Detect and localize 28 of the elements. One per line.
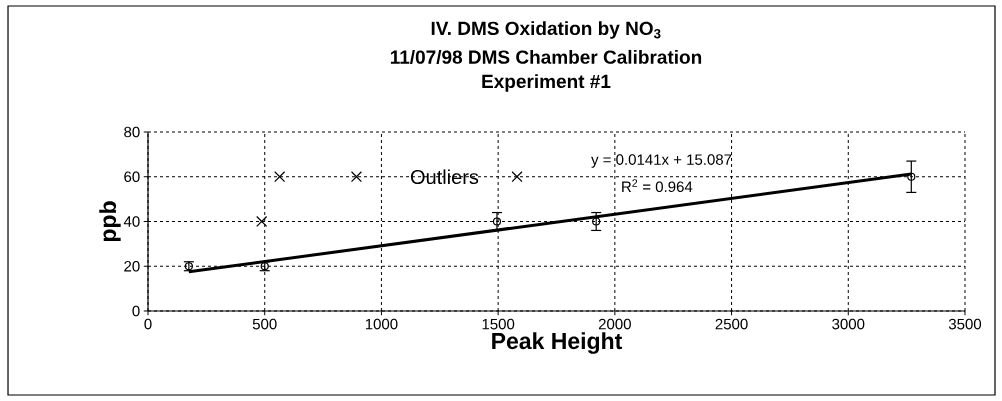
point [907, 172, 916, 181]
y-tick-label: 40 [123, 216, 140, 227]
x-tick-label: 2000 [598, 318, 631, 330]
annotation: Outliers [410, 169, 479, 185]
annotation: R$^{2}$ = 0.964 [622, 179, 693, 193]
x-tick-label: 3000 [832, 318, 865, 330]
x-axis-title: Peak Height [492, 332, 623, 354]
x-tick-label: 1500 [482, 318, 515, 330]
x-tick-label: 2500 [715, 318, 748, 330]
y-tick-label: 80 [124, 126, 140, 138]
point [350, 171, 363, 183]
x-tick-label: 3500 [948, 318, 982, 330]
x-tick-label: 1000 [365, 318, 398, 330]
chart-title: IV. DMS Oxidation by NO$_{3}$ [431, 21, 661, 39]
point [511, 171, 523, 183]
y-tick-label: 20 [124, 260, 140, 272]
point [592, 217, 601, 226]
point [274, 171, 286, 183]
x-tick-label: 500 [252, 318, 277, 330]
point [492, 217, 502, 226]
y-axis-title: ppb [99, 201, 121, 242]
text: Experiment #1 [482, 74, 611, 92]
y-tick-label: 0 [132, 305, 140, 317]
y-tick-label: 60 [124, 171, 140, 183]
annotation: y = 0.0141x + 15.087 [591, 154, 732, 168]
point [256, 215, 268, 228]
x-tick-label: 0 [144, 318, 152, 330]
chart-subtitle: 11/07/98 DMS Chamber Calibration [390, 49, 702, 65]
